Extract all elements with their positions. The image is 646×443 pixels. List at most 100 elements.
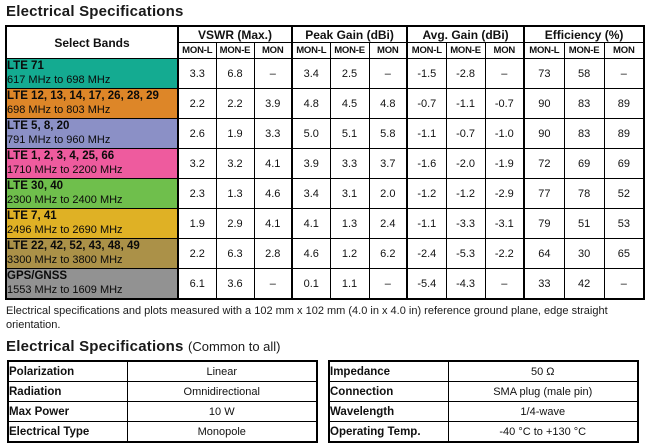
spec-value-cell: 65 — [603, 238, 645, 269]
band-name: LTE 5, 8, 20 — [7, 120, 70, 133]
band-cell: LTE 22, 42, 52, 43, 48, 49 3300 MHz to 38… — [5, 238, 179, 269]
spec-value-cell: 5.1 — [329, 118, 370, 149]
common-spec-row: Electrical Type Monopole — [7, 421, 318, 443]
spec-value-cell: -1.1 — [406, 118, 447, 149]
common-specs-section: Polarization Linear Radiation Omnidirection… — [7, 360, 642, 443]
spec-row: LTE 5, 8, 20 791 MHz to 960 MHz 2.6 1.9 3.3 5… — [5, 118, 645, 149]
spec-value-cell: 2.6 — [177, 118, 217, 149]
spec-row: LTE 30, 40 2300 MHz to 2400 MHz 2.3 1.3 4.6 3… — [5, 178, 645, 209]
spec-value-cell: -0.7 — [445, 118, 486, 149]
spec-value-cell: – — [484, 268, 525, 300]
subcolumn-header: MON-L — [291, 42, 331, 59]
common-spec-row: Max Power 10 W — [7, 401, 318, 423]
spec-value-cell: 73 — [523, 58, 565, 89]
spec-value-cell: 2.0 — [368, 178, 408, 209]
common-spec-row: Wavelength 1/4-wave — [328, 401, 639, 423]
subcolumn-header: MON-L — [177, 42, 217, 59]
spec-label: Connection — [328, 381, 449, 403]
subcolumn-header: MON — [368, 42, 408, 59]
band-frequency-range: 2496 MHz to 2690 MHz — [7, 223, 123, 236]
band-frequency-range: 1553 MHz to 1609 MHz — [7, 283, 123, 296]
spec-value-cell: 83 — [563, 118, 605, 149]
spec-value-cell: 5.8 — [368, 118, 408, 149]
spec-value-cell: 3.1 — [329, 178, 370, 209]
subcolumn-header: MON — [253, 42, 293, 59]
group-header: Peak Gain (dBi) — [291, 25, 408, 43]
band-cell: LTE 30, 40 2300 MHz to 2400 MHz — [5, 178, 179, 209]
spec-value-cell: 4.1 — [253, 208, 293, 239]
spec-value-cell: 3.3 — [329, 148, 370, 179]
spec-value-cell: -1.1 — [406, 208, 447, 239]
spec-value-cell: 1.3 — [329, 208, 370, 239]
common-spec-row: Connection SMA plug (male pin) — [328, 381, 639, 403]
subcolumn-header: MON-E — [563, 42, 605, 59]
spec-value-cell: -5.4 — [406, 268, 447, 300]
spec-value-cell: 83 — [563, 88, 605, 119]
spec-row: LTE 7, 41 2496 MHz to 2690 MHz 1.9 2.9 4.1 4.… — [5, 208, 645, 239]
spec-value-cell: 1.9 — [215, 118, 255, 149]
spec-value-cell: 3.3 — [253, 118, 293, 149]
spec-value-cell: 42 — [563, 268, 605, 300]
band-frequency-range: 3300 MHz to 3800 MHz — [7, 253, 123, 266]
spec-value-cell: 3.3 — [177, 58, 217, 89]
spec-value-cell: -5.3 — [445, 238, 486, 269]
band-name: LTE 1, 2, 3, 4, 25, 66 — [7, 150, 115, 163]
spec-value-cell: 4.6 — [291, 238, 331, 269]
spec-value: Linear — [126, 360, 318, 383]
spec-value-cell: – — [368, 268, 408, 300]
spec-row: GPS/GNSS 1553 MHz to 1609 MHz 6.1 3.6–0.1 1.… — [5, 268, 645, 300]
band-cell: LTE 5, 8, 20 791 MHz to 960 MHz — [5, 118, 179, 149]
common-specs-title-suffix: (Common to all) — [188, 339, 281, 355]
spec-value-cell: -2.8 — [445, 58, 486, 89]
band-frequency-range: 698 MHz to 803 MHz — [7, 103, 111, 116]
spec-value-cell: -1.5 — [406, 58, 447, 89]
spec-value-cell: – — [603, 268, 645, 300]
subcolumn-header: MON-E — [445, 42, 486, 59]
spec-value-cell: 2.4 — [368, 208, 408, 239]
band-frequency-range: 617 MHz to 698 MHz — [7, 73, 111, 86]
common-specs-left-table: Polarization Linear Radiation Omnidirection… — [7, 360, 318, 443]
spec-value-cell: – — [484, 58, 525, 89]
spec-value-cell: 6.8 — [215, 58, 255, 89]
subcolumn-header: MON-E — [215, 42, 255, 59]
spec-value-cell: 2.8 — [253, 238, 293, 269]
band-name: LTE 12, 13, 14, 17, 26, 28, 29 — [7, 90, 159, 103]
spec-value-cell: 77 — [523, 178, 565, 209]
spec-table-header: Select Bands VSWR (Max.) Peak Gain (dBi) A… — [5, 25, 645, 59]
common-spec-row: Polarization Linear — [7, 360, 318, 383]
spec-value-cell: 1.9 — [177, 208, 217, 239]
group-header: Efficiency (%) — [523, 25, 645, 43]
band-frequency-range: 2300 MHz to 2400 MHz — [7, 193, 123, 206]
spec-value-cell: – — [368, 58, 408, 89]
spec-value-cell: -2.0 — [445, 148, 486, 179]
spec-value-cell: -4.3 — [445, 268, 486, 300]
spec-value-cell: 4.1 — [253, 148, 293, 179]
spec-value: 50 Ω — [447, 360, 639, 383]
spec-value-cell: 90 — [523, 88, 565, 119]
spec-label: Radiation — [7, 381, 128, 403]
band-name: LTE 71 — [7, 60, 44, 73]
spec-value: SMA plug (male pin) — [447, 381, 639, 403]
spec-value-cell: 58 — [563, 58, 605, 89]
page-title: Electrical Specifications — [6, 3, 184, 20]
band-cell: LTE 7, 41 2496 MHz to 2690 MHz — [5, 208, 179, 239]
spec-value-cell: -2.9 — [484, 178, 525, 209]
spec-value-cell: 72 — [523, 148, 565, 179]
spec-value-cell: 51 — [563, 208, 605, 239]
common-specs-right-table: Impedance 50 Ω Connection SMA plug (male pi… — [328, 360, 639, 443]
spec-value-cell: – — [603, 58, 645, 89]
spec-value-cell: 3.2 — [177, 148, 217, 179]
measurement-note: Electrical specifications and plots meas… — [6, 305, 608, 332]
spec-value-cell: 6.3 — [215, 238, 255, 269]
spec-value-cell: 1.2 — [329, 238, 370, 269]
spec-value-cell: -0.7 — [406, 88, 447, 119]
spec-value-cell: 1.1 — [329, 268, 370, 300]
group-header-row: Select Bands VSWR (Max.) Peak Gain (dBi) A… — [5, 25, 645, 59]
spec-value-cell: 2.2 — [177, 88, 217, 119]
spec-value-cell: -2.4 — [406, 238, 447, 269]
band-cell: GPS/GNSS 1553 MHz to 1609 MHz — [5, 268, 179, 300]
spec-value-cell: 33 — [523, 268, 565, 300]
spec-value-cell: -1.1 — [445, 88, 486, 119]
spec-value-cell: 4.8 — [291, 88, 331, 119]
spec-value-cell: 3.4 — [291, 178, 331, 209]
